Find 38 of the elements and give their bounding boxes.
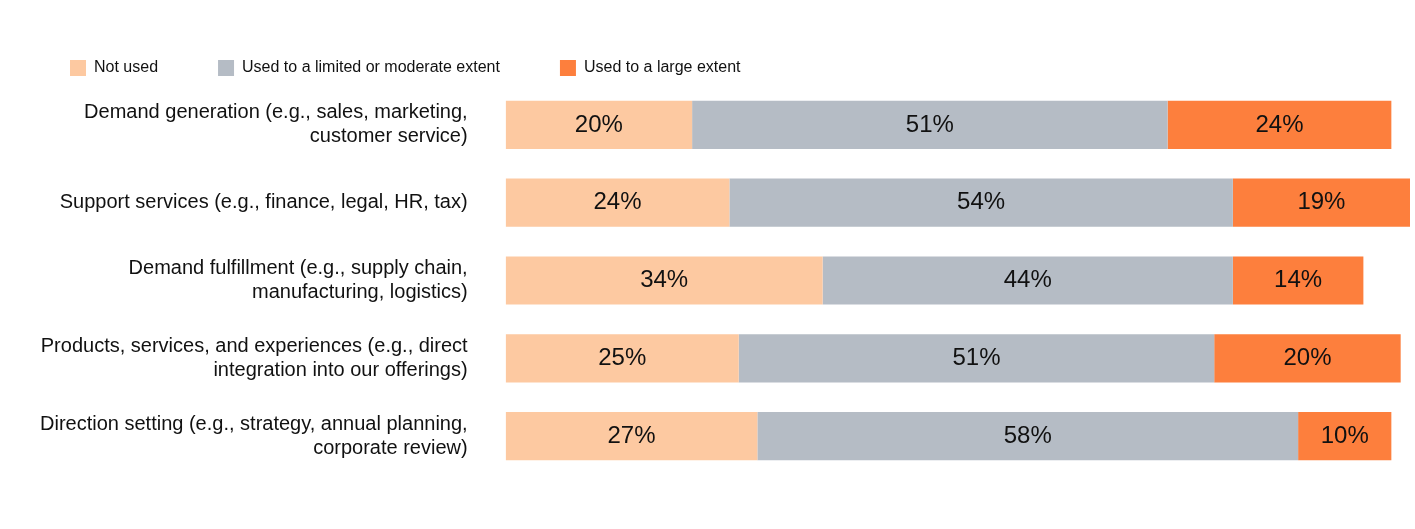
data-label: 10% [1320,420,1369,448]
data-label: 20% [1283,342,1332,370]
bar [692,100,1168,150]
legend-label: Used to a large extent [583,58,742,76]
data-label: 44% [1003,265,1052,293]
data-label: 27% [607,420,656,448]
y-tick-label: Direction setting (e.g., strategy, annual planning, corporate review) [40,411,468,458]
bar [1167,100,1392,150]
bar [505,100,693,150]
data-label: 54% [957,187,1006,215]
y-tick-label: Products, services, and experiences (e.g., direct integration into our offerings) [40,333,469,380]
legend-label: Not used [94,58,159,76]
data-label: 51% [952,342,1001,370]
bar [1232,178,1410,227]
data-label: 14% [1274,265,1323,293]
bar [1232,256,1364,305]
data-label: 20% [574,109,623,137]
data-label: 19% [1297,187,1346,215]
data-label: 25% [598,342,647,370]
bar [1298,411,1392,461]
bar [505,256,823,305]
data-label: 34% [640,265,689,293]
bar [505,178,730,227]
bar [1214,334,1401,383]
bar [505,411,758,461]
data-label: 51% [905,109,954,137]
bar [729,178,1233,227]
bar [738,334,1215,383]
data-label: 24% [1255,109,1304,137]
bar [757,411,1299,461]
data-label: 58% [1003,420,1052,448]
y-tick-label: Demand generation (e.g., sales, marketing, customer service) [84,100,468,147]
bar [822,256,1233,305]
data-label: 24% [593,187,642,215]
y-tick-label: Support services (e.g., finance, legal, HR, tax) [59,190,468,213]
bar [505,334,739,383]
legend-label: Used to a limited or moderate extent [242,58,501,76]
y-tick-label: Demand fulfillment (e.g., supply chain, manufacturing, logistics) [128,256,468,303]
